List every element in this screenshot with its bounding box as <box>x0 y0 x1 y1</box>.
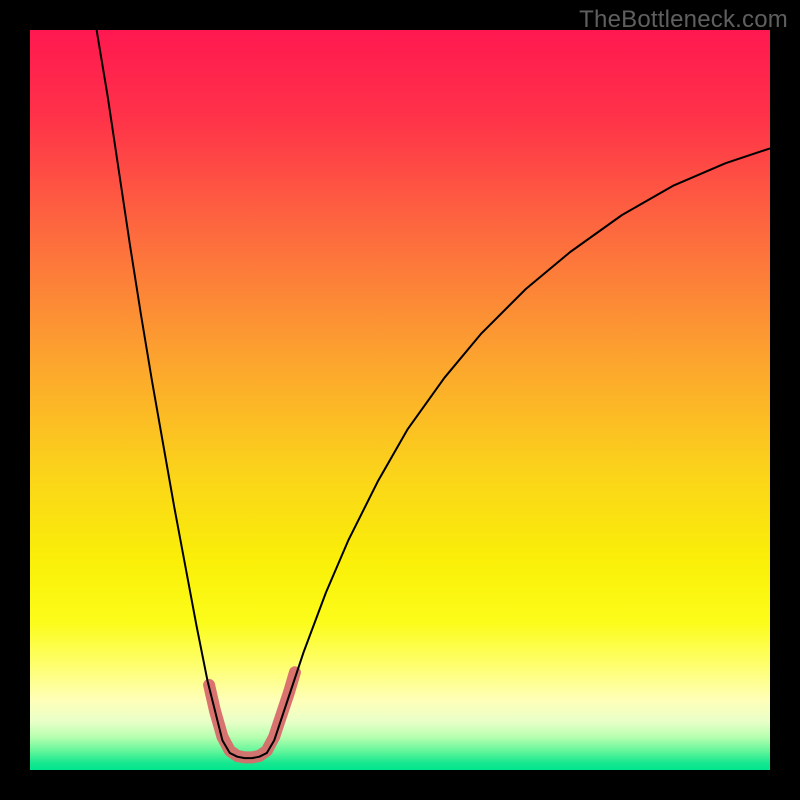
plot-container <box>30 30 770 770</box>
plot-svg <box>30 30 770 770</box>
watermark-text: TheBottleneck.com <box>579 6 788 34</box>
plot-background <box>30 30 770 770</box>
